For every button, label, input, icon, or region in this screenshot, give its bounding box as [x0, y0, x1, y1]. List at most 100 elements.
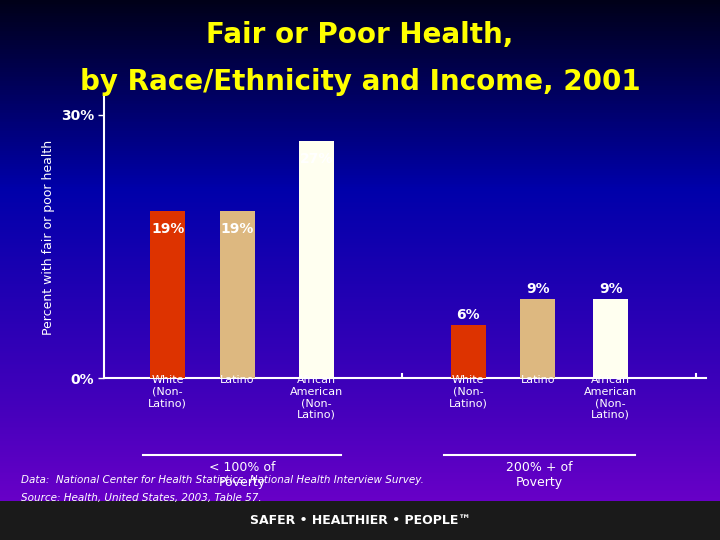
Bar	[0, 420, 720, 421]
Bar	[0, 417, 720, 420]
Bar	[0, 180, 720, 182]
Bar	[0, 140, 720, 142]
Bar	[0, 286, 720, 288]
Bar	[0, 147, 720, 150]
Bar	[0, 36, 720, 38]
Bar	[0, 324, 720, 326]
Bar	[0, 42, 720, 43]
Bar	[0, 155, 720, 157]
Bar	[0, 54, 720, 56]
Bar	[0, 282, 720, 285]
Bar	[0, 7, 720, 9]
Bar	[0, 97, 720, 99]
Bar	[0, 108, 720, 110]
Bar	[0, 43, 720, 45]
Bar	[0, 301, 720, 302]
Bar	[0, 315, 720, 317]
Bar	[0, 382, 720, 383]
Bar	[0, 70, 720, 72]
Bar	[0, 104, 720, 106]
Bar	[0, 493, 720, 495]
Bar	[0, 216, 720, 218]
Bar	[0, 131, 720, 133]
Bar	[0, 173, 720, 174]
Bar	[0, 356, 720, 358]
Bar	[0, 344, 720, 346]
Bar	[0, 501, 720, 540]
Bar	[0, 4, 720, 5]
Bar	[0, 144, 720, 146]
Bar	[0, 31, 720, 32]
Bar	[0, 81, 720, 83]
Bar	[0, 394, 720, 396]
Bar	[0, 484, 720, 486]
Bar	[0, 430, 720, 432]
Bar	[0, 11, 720, 12]
Y-axis label: Percent with fair or poor health: Percent with fair or poor health	[42, 140, 55, 335]
Bar	[0, 158, 720, 160]
Bar	[0, 79, 720, 81]
Bar	[0, 205, 720, 207]
Bar	[0, 189, 720, 191]
Bar	[0, 130, 720, 131]
Bar	[0, 178, 720, 180]
Bar	[0, 434, 720, 436]
Bar	[0, 113, 720, 115]
Bar	[0, 162, 720, 164]
Bar	[0, 459, 720, 461]
Bar	[0, 0, 720, 2]
Bar	[0, 468, 720, 470]
Bar	[0, 464, 720, 466]
Bar	[0, 139, 720, 140]
Bar	[0, 501, 720, 502]
Bar	[0, 83, 720, 85]
Bar	[0, 448, 720, 450]
Bar	[0, 346, 720, 347]
Bar	[0, 293, 720, 295]
Bar	[0, 437, 720, 439]
Bar	[0, 16, 720, 18]
Bar	[0, 463, 720, 464]
Bar	[0, 471, 720, 474]
Bar	[0, 2, 720, 4]
Bar	[0, 328, 720, 329]
Bar	[0, 490, 720, 491]
Bar	[0, 312, 720, 313]
Bar	[0, 457, 720, 459]
Bar	[0, 32, 720, 34]
Bar	[0, 182, 720, 184]
Bar	[220, 211, 255, 378]
Bar	[0, 477, 720, 479]
Bar	[0, 135, 720, 137]
Bar	[0, 447, 720, 448]
Bar	[0, 265, 720, 266]
Bar	[0, 239, 720, 241]
Bar	[0, 351, 720, 353]
Bar	[0, 187, 720, 189]
Text: 200% + of
Poverty: 200% + of Poverty	[506, 461, 573, 489]
Bar	[0, 228, 720, 231]
Bar	[0, 416, 720, 417]
Bar	[0, 69, 720, 70]
Bar	[0, 106, 720, 108]
Bar	[0, 398, 720, 400]
Bar	[0, 281, 720, 282]
Bar	[0, 288, 720, 290]
Bar	[0, 243, 720, 245]
Bar	[0, 367, 720, 369]
Bar	[0, 47, 720, 49]
Bar	[0, 227, 720, 228]
Bar	[0, 482, 720, 484]
Bar	[0, 247, 720, 248]
Bar	[0, 414, 720, 416]
Bar	[0, 333, 720, 335]
Bar	[0, 313, 720, 315]
Bar	[0, 56, 720, 58]
Bar	[0, 331, 720, 333]
Bar	[0, 378, 720, 380]
Bar	[0, 153, 720, 155]
Bar	[0, 385, 720, 387]
Bar	[0, 292, 720, 293]
Bar	[0, 481, 720, 482]
Bar	[0, 167, 720, 169]
